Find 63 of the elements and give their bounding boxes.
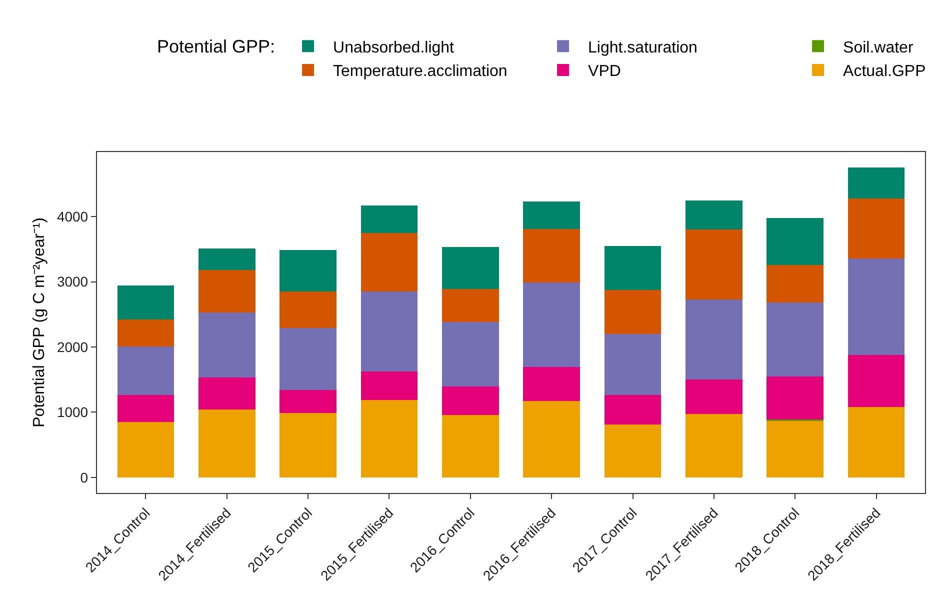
bar bbox=[766, 376, 824, 420]
bar bbox=[523, 228, 580, 282]
bar bbox=[198, 248, 256, 270]
legend-label: VPD bbox=[588, 63, 621, 80]
bar bbox=[766, 218, 824, 265]
legend-label: Actual.GPP bbox=[843, 63, 926, 80]
bar bbox=[442, 414, 499, 478]
bar bbox=[360, 232, 418, 292]
y-axis-title: Potential GPP (g C m⁻²year⁻¹) bbox=[30, 218, 48, 428]
legend-label: Unabsorbed.light bbox=[333, 39, 455, 56]
bar bbox=[686, 299, 742, 380]
bar bbox=[848, 406, 905, 478]
bar bbox=[848, 354, 905, 407]
bar bbox=[766, 264, 824, 303]
bar bbox=[686, 230, 742, 300]
bar bbox=[198, 378, 256, 410]
bar bbox=[198, 270, 256, 312]
bar bbox=[280, 390, 336, 413]
bar bbox=[523, 367, 580, 402]
bar bbox=[848, 258, 905, 355]
legend-label: Temperature.acclimation bbox=[333, 63, 508, 80]
bar bbox=[360, 292, 418, 372]
bar bbox=[604, 424, 662, 478]
bar bbox=[198, 410, 256, 478]
bar bbox=[442, 247, 499, 289]
bar bbox=[604, 246, 662, 290]
bar bbox=[360, 372, 418, 400]
bar bbox=[280, 412, 336, 478]
y-tick-label: 1000 bbox=[56, 404, 88, 420]
bar bbox=[280, 328, 336, 390]
bar bbox=[117, 346, 174, 396]
bar bbox=[766, 420, 824, 478]
y-tick-label: 0 bbox=[80, 469, 88, 486]
bar bbox=[686, 380, 742, 414]
y-tick-label: 3000 bbox=[56, 274, 88, 290]
bar bbox=[523, 282, 580, 368]
legend-title: Potential GPP: bbox=[156, 36, 276, 57]
bar bbox=[523, 202, 580, 229]
bar bbox=[686, 414, 742, 478]
y-tick-label: 4000 bbox=[56, 208, 88, 224]
bar bbox=[686, 200, 742, 230]
bar bbox=[604, 334, 662, 396]
bar bbox=[523, 401, 580, 478]
bar bbox=[848, 168, 905, 198]
legend-label: Soil.water bbox=[843, 39, 914, 56]
bar bbox=[280, 250, 336, 292]
bar bbox=[117, 395, 174, 422]
bar bbox=[198, 312, 256, 378]
bar bbox=[604, 290, 662, 334]
bar bbox=[766, 302, 824, 376]
bar bbox=[117, 422, 174, 478]
bar bbox=[442, 288, 499, 322]
legend-label: Light.saturation bbox=[588, 39, 698, 56]
bar bbox=[442, 386, 499, 415]
bar bbox=[848, 198, 905, 258]
bar bbox=[360, 400, 418, 478]
bar bbox=[117, 320, 174, 346]
bar bbox=[280, 292, 336, 328]
y-tick-label: 2000 bbox=[56, 338, 88, 355]
bar bbox=[117, 286, 174, 320]
bar bbox=[360, 205, 418, 233]
bar bbox=[604, 395, 662, 425]
bar bbox=[442, 322, 499, 387]
